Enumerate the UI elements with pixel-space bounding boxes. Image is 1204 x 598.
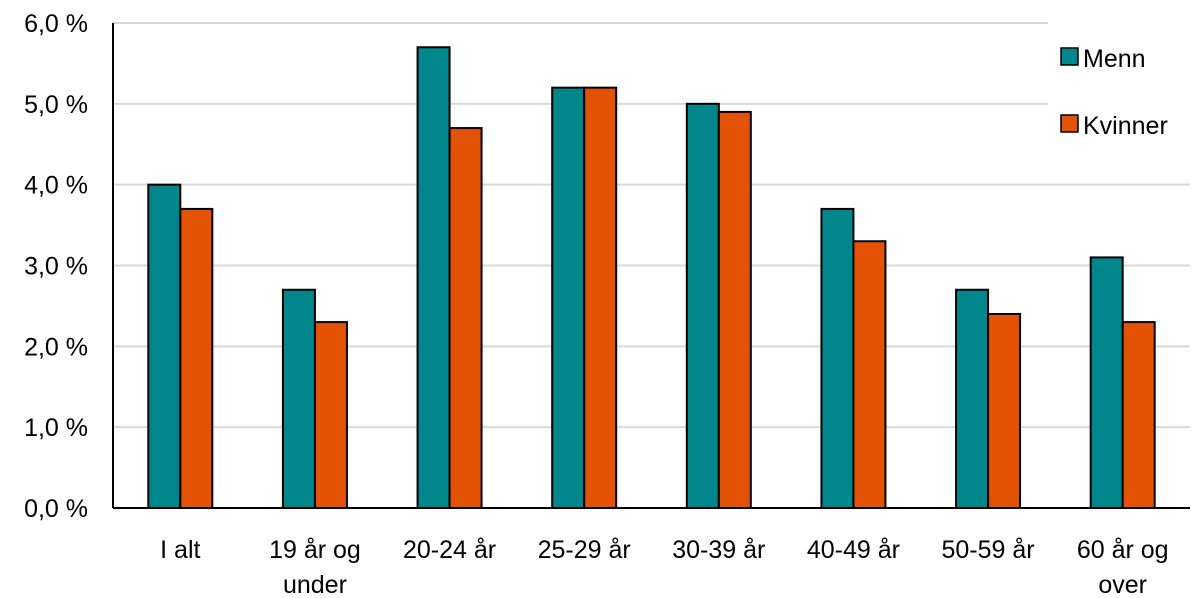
x-tick-label: 25-29 år <box>538 536 631 564</box>
bar-menn-6 <box>955 288 990 509</box>
y-tick-label: 1,0 % <box>24 414 88 442</box>
bar-kvinner-7 <box>1121 321 1156 510</box>
legend: Menn Kvinner <box>1048 8 1204 156</box>
bar-kvinner-0 <box>179 207 214 510</box>
bar-menn-5 <box>820 207 855 510</box>
bar-menn-4 <box>685 102 720 509</box>
bar-menn-7 <box>1089 256 1124 509</box>
bar-menn-3 <box>551 86 586 510</box>
y-axis-tick-labels: 0,0 % 1,0 % 2,0 % 3,0 % 4,0 % 5,0 % 6,0 % <box>24 10 88 523</box>
legend-swatch-menn <box>1060 47 1079 66</box>
bar-menn-0 <box>147 183 182 510</box>
x-tick-label: 60 år og <box>1077 536 1169 564</box>
y-tick-label: 4,0 % <box>24 172 88 200</box>
x-tick-label: 50-59 år <box>942 536 1035 564</box>
x-tick-label: under <box>283 571 347 598</box>
bar-kvinner-5 <box>852 240 887 509</box>
x-tick-label: 30-39 år <box>672 536 765 564</box>
bar-kvinner-1 <box>313 321 348 510</box>
bar-kvinner-2 <box>448 127 483 509</box>
x-tick-label: 40-49 år <box>807 536 900 564</box>
y-tick-label: 3,0 % <box>24 253 88 281</box>
x-tick-label: over <box>1098 571 1147 598</box>
bar-kvinner-3 <box>583 86 618 510</box>
y-tick-label: 5,0 % <box>24 91 88 119</box>
bar-menn-2 <box>416 46 451 509</box>
bar-kvinner-6 <box>987 313 1022 509</box>
x-axis-tick-labels: I alt 19 år og under 20-24 år 25-29 år 30-39 … <box>160 536 1168 598</box>
x-tick-label: 19 år og <box>269 536 361 564</box>
legend-label-menn: Menn <box>1083 45 1146 73</box>
x-tick-label: I alt <box>160 536 200 564</box>
legend-label-kvinner: Kvinner <box>1083 112 1168 140</box>
legend-swatch-kvinner <box>1060 114 1079 133</box>
bar-menn-1 <box>281 288 316 509</box>
bars <box>147 46 1156 510</box>
gridlines <box>113 22 1190 429</box>
y-tick-label: 2,0 % <box>24 333 88 361</box>
y-tick-label: 6,0 % <box>24 10 88 38</box>
bar-kvinner-4 <box>717 110 752 510</box>
y-tick-label: 0,0 % <box>24 495 88 523</box>
x-tick-label: 20-24 år <box>403 536 496 564</box>
